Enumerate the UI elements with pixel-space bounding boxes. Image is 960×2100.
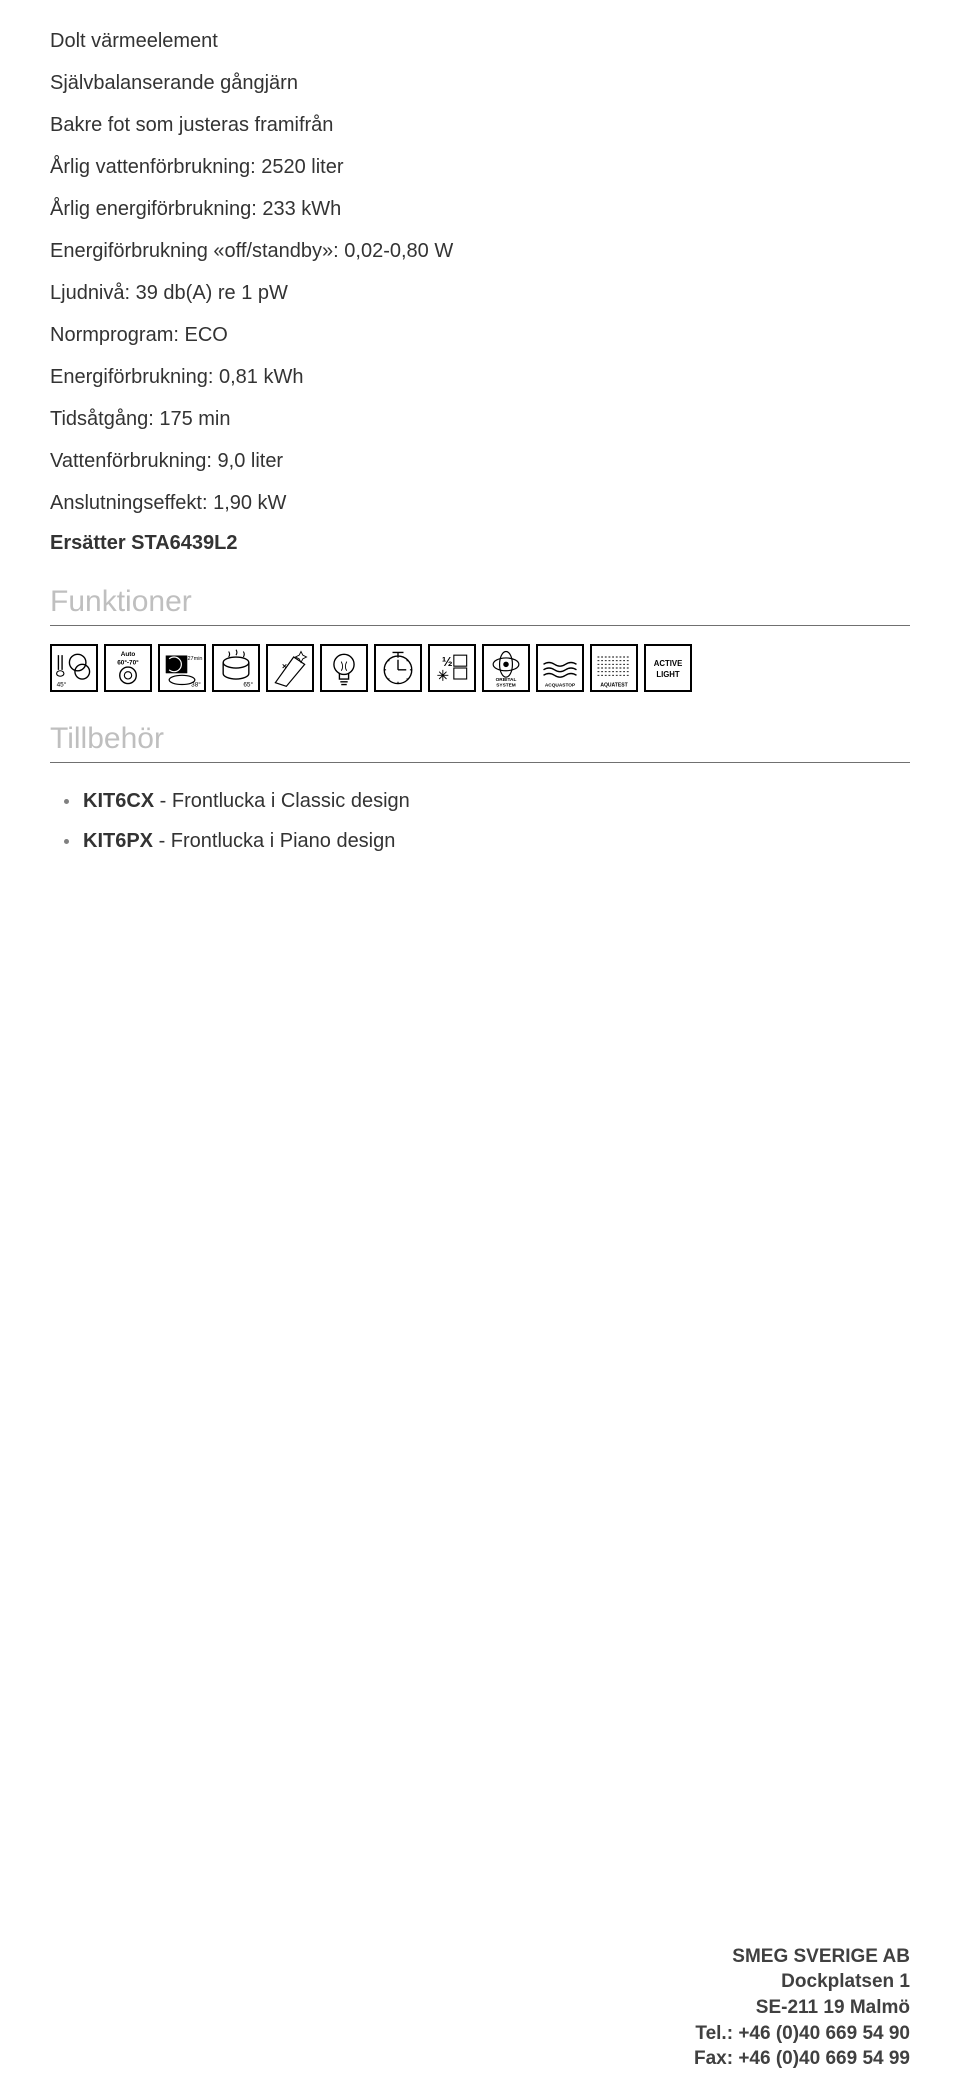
place-settings-icon: 45° [50, 644, 98, 692]
svg-text:SYSTEM: SYSTEM [496, 682, 516, 688]
accessories-heading: Tillbehör [50, 722, 910, 756]
svg-text:60°-70°: 60°-70° [117, 658, 139, 666]
spec-line: Normprogram: ECO [50, 314, 910, 356]
spec-line: Årlig energiförbrukning: 233 kWh [50, 188, 910, 230]
bullet-icon [64, 839, 69, 844]
accessories-list: KIT6CX - Frontlucka i Classic design KIT… [50, 781, 910, 861]
spec-line: Årlig vattenförbrukning: 2520 liter [50, 146, 910, 188]
svg-text:Auto: Auto [121, 651, 136, 658]
svg-text:38°: 38° [191, 680, 201, 688]
aquatest-icon: AQUATEST [590, 644, 638, 692]
spec-line: Anslutningseffekt: 1,90 kW [50, 482, 910, 524]
accessory-desc: - Frontlucka i Piano design [153, 830, 395, 852]
clock-delay-icon [374, 644, 422, 692]
svg-text:45°: 45° [57, 680, 67, 688]
footer-company: SMEG SVERIGE AB [694, 1944, 910, 1970]
spec-line: Energiförbrukning «off/standby»: 0,02-0,… [50, 230, 910, 272]
accessory-desc: - Frontlucka i Classic design [154, 790, 410, 812]
accessory-item: KIT6CX - Frontlucka i Classic design [50, 781, 910, 821]
quick-27min-icon: 27min 38° [158, 644, 206, 692]
accessory-sku: KIT6PX [83, 830, 153, 852]
svg-text:½: ½ [442, 654, 453, 669]
footer-city: SE-211 19 Malmö [694, 1995, 910, 2021]
hygiene-65-icon: 65° [212, 644, 260, 692]
svg-text:LIGHT: LIGHT [656, 670, 680, 679]
svg-text:ORBITAL: ORBITAL [496, 677, 517, 683]
acquastop-icon: ACQUASTOP [536, 644, 584, 692]
footer-fax: Fax: +46 (0)40 669 54 99 [694, 2046, 910, 2072]
svg-text:65°: 65° [243, 680, 253, 688]
footer-address: Dockplatsen 1 [694, 1969, 910, 1995]
auto-temp-icon: Auto 60°-70° [104, 644, 152, 692]
accessories-rule [50, 762, 910, 763]
functions-heading: Funktioner [50, 585, 910, 619]
bullet-icon [64, 799, 69, 804]
half-load-icon: ½ [428, 644, 476, 692]
svg-text:ACQUASTOP: ACQUASTOP [545, 682, 575, 688]
spec-line: Dolt värmeelement [50, 20, 910, 62]
accessory-sku: KIT6CX [83, 790, 154, 812]
spec-line: Ljudnivå: 39 db(A) re 1 pW [50, 272, 910, 314]
spec-line: Tidsåtgång: 175 min [50, 398, 910, 440]
footer-block: SMEG SVERIGE AB Dockplatsen 1 SE-211 19 … [694, 1944, 910, 2072]
svg-text:ACTIVE: ACTIVE [654, 659, 683, 668]
functions-icon-row: 45° Auto 60°-70° 27min 38° [50, 644, 910, 692]
replaces-line: Ersätter STA6439L2 [50, 532, 910, 555]
svg-text:27min: 27min [188, 656, 203, 662]
footer-tel: Tel.: +46 (0)40 669 54 90 [694, 2021, 910, 2047]
functions-rule [50, 625, 910, 626]
spec-line: Vattenförbrukning: 9,0 liter [50, 440, 910, 482]
bulb-icon [320, 644, 368, 692]
sparkle-icon [266, 644, 314, 692]
accessory-item: KIT6PX - Frontlucka i Piano design [50, 821, 910, 861]
svg-text:AQUATEST: AQUATEST [600, 682, 628, 688]
spec-line: Självbalanserande gångjärn [50, 62, 910, 104]
spec-list: Dolt värmeelement Självbalanserande gång… [50, 20, 910, 524]
spec-line: Bakre fot som justeras framifrån [50, 104, 910, 146]
active-light-icon: ACTIVE LIGHT [644, 644, 692, 692]
spec-line: Energiförbrukning: 0,81 kWh [50, 356, 910, 398]
page: Dolt värmeelement Självbalanserande gång… [0, 0, 960, 2100]
orbital-system-icon: ORBITAL SYSTEM [482, 644, 530, 692]
